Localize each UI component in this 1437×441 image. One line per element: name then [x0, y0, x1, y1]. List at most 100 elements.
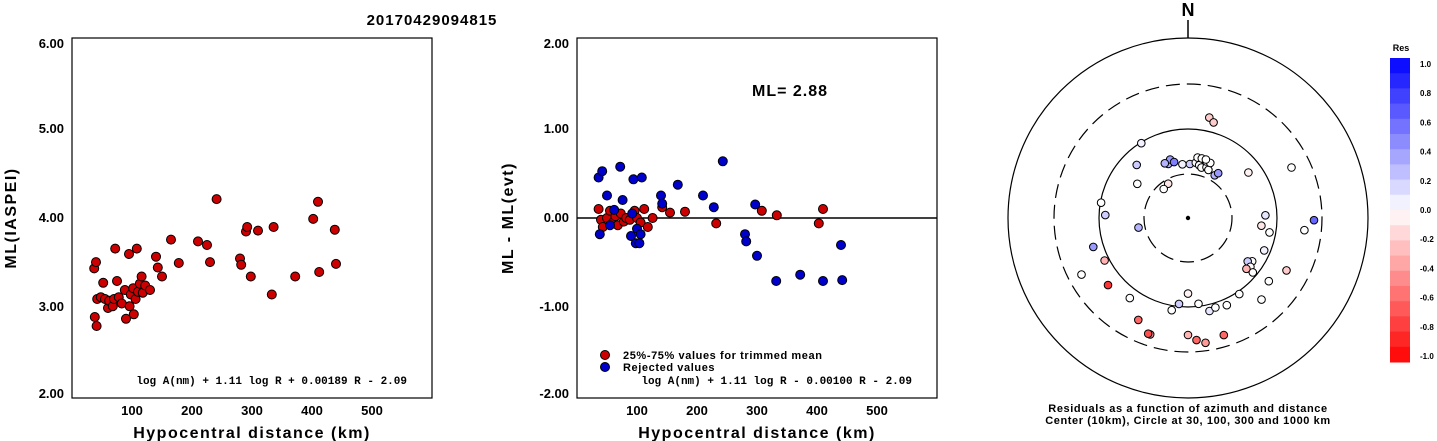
- left-formula: log A(nm) + 1.11 log R + 0.00189 R - 2.0…: [136, 376, 407, 388]
- accepted-point: [152, 262, 163, 273]
- polar-caption-line-1: Residuals as a function of azimuth and d…: [1048, 403, 1327, 415]
- colorbar: Res 1.0 0.8 0.6 0.4 0.2 0.0 -0.2 -0.4 -0.6 -0.8 -1…: [1390, 43, 1434, 363]
- rejected-point: [615, 161, 626, 172]
- accepted-point: [211, 194, 222, 205]
- station-residual-point: [1235, 289, 1244, 299]
- rejected-point: [708, 202, 719, 213]
- colorbar-cell: [1390, 103, 1410, 120]
- station-residual-point: [1096, 198, 1106, 207]
- middle-y-tick-label: 0.00: [544, 210, 569, 225]
- accepted-point: [91, 257, 101, 268]
- accepted-point: [313, 196, 323, 207]
- station-residual-point: [1167, 305, 1176, 315]
- left-x-tick-label: 300: [241, 403, 263, 418]
- accepted-point: [91, 321, 102, 331]
- legend-label-accepted: 25%-75% values for trimmed mean: [623, 350, 823, 362]
- accepted-point: [266, 289, 277, 300]
- rejected-point: [609, 204, 620, 215]
- colorbar-cell: [1390, 164, 1410, 181]
- accepted-point: [202, 240, 212, 250]
- colorbar-tick-label: 0.4: [1420, 148, 1432, 157]
- station-residual-point: [1178, 160, 1187, 169]
- legend-label-rejected: Rejected values: [623, 362, 715, 374]
- station-residual-point: [1300, 225, 1309, 235]
- ring-30km: [1143, 173, 1233, 263]
- middle-y-axis-label: ML - ML(evt): [500, 162, 517, 274]
- accepted-point: [813, 218, 824, 229]
- accepted-point: [665, 207, 675, 218]
- ring-300km: [1053, 83, 1323, 353]
- accepted-point: [771, 210, 782, 221]
- left-x-tick-label: 200: [181, 403, 203, 418]
- station-residual-point: [1222, 300, 1232, 310]
- station-residual-point: [1282, 266, 1291, 275]
- colorbar-cell: [1390, 270, 1410, 287]
- station-residual-point: [1137, 138, 1146, 148]
- left-chart: 6.00 5.00 4.00 3.00 2.00 100 200 300 400…: [3, 36, 433, 441]
- accepted-point: [236, 259, 247, 270]
- left-x-axis-label: Hypocentral distance (km): [133, 425, 371, 441]
- rejected-point: [717, 156, 728, 167]
- rejected-point: [605, 220, 615, 231]
- middle-x-tick-label: 400: [806, 403, 828, 418]
- accepted-point: [151, 251, 161, 262]
- accepted-point: [145, 285, 155, 295]
- station-residual-point: [1133, 179, 1142, 189]
- rejected-point: [750, 199, 761, 210]
- middle-x-tick-label: 300: [746, 403, 768, 418]
- rejected-point: [836, 240, 846, 250]
- rejected-point: [657, 198, 668, 209]
- colorbar-cell: [1390, 240, 1410, 257]
- colorbar-cell: [1390, 331, 1410, 348]
- colorbar-tick-label: -0.4: [1420, 264, 1434, 273]
- rejected-point: [594, 229, 605, 240]
- left-y-tick-label: 6.00: [39, 36, 64, 51]
- colorbar-tick-label: -1.0: [1420, 352, 1434, 361]
- left-plot-frame: [71, 37, 433, 399]
- left-x-tick-label: 100: [121, 403, 143, 418]
- station-residual-point: [1287, 163, 1296, 172]
- colorbar-tick-label: 0.8: [1420, 89, 1432, 98]
- colorbar-cell: [1390, 346, 1410, 363]
- left-y-tick-label: 5.00: [39, 121, 64, 136]
- station-residual-point: [1100, 256, 1109, 265]
- station-residual-point: [1194, 299, 1203, 309]
- accepted-point: [121, 313, 131, 324]
- center-point: [1185, 215, 1191, 221]
- colorbar-cell: [1390, 225, 1410, 241]
- colorbar-tick-label: 0.0: [1420, 206, 1432, 215]
- station-residual-point: [1264, 276, 1274, 286]
- middle-formula: log A(nm) + 1.11 log R - 0.00100 R - 2.0…: [641, 376, 912, 388]
- rejected-point: [602, 190, 612, 201]
- accepted-point: [245, 271, 256, 282]
- station-residual-point: [1265, 228, 1274, 237]
- accepted-point: [711, 218, 722, 229]
- colorbar-cell: [1390, 316, 1410, 333]
- colorbar-cell: [1390, 149, 1410, 165]
- middle-x-tick-label: 200: [686, 403, 708, 418]
- accepted-point: [89, 312, 100, 322]
- station-residual-point: [1183, 330, 1193, 340]
- rejected-point: [795, 269, 806, 280]
- rejected-point: [698, 190, 708, 201]
- station-residual-point: [1211, 303, 1220, 312]
- station-residual-point: [1248, 268, 1258, 277]
- colorbar-cell: [1390, 301, 1410, 317]
- rejected-point: [672, 179, 683, 190]
- colorbar-cells: [1390, 58, 1410, 363]
- polar-chart: N Residuals as a function of azimuth and…: [1007, 0, 1369, 427]
- station-residual-point: [1101, 210, 1110, 220]
- station-residual-point: [1089, 242, 1098, 252]
- polar-caption-line-2: Center (10km), Circle at 30, 100, 300 an…: [1045, 415, 1331, 427]
- rejected-point: [837, 275, 848, 286]
- polar-points: [1077, 113, 1319, 348]
- station-residual-point: [1257, 221, 1266, 230]
- colorbar-cell: [1390, 194, 1410, 211]
- colorbar-cell: [1390, 179, 1410, 196]
- middle-x-axis-label: Hypocentral distance (km): [638, 425, 876, 441]
- accepted-point: [173, 258, 184, 268]
- colorbar-cell: [1390, 255, 1410, 272]
- accepted-point: [112, 276, 122, 286]
- ring-100km: [1098, 128, 1278, 308]
- accepted-point: [647, 213, 658, 223]
